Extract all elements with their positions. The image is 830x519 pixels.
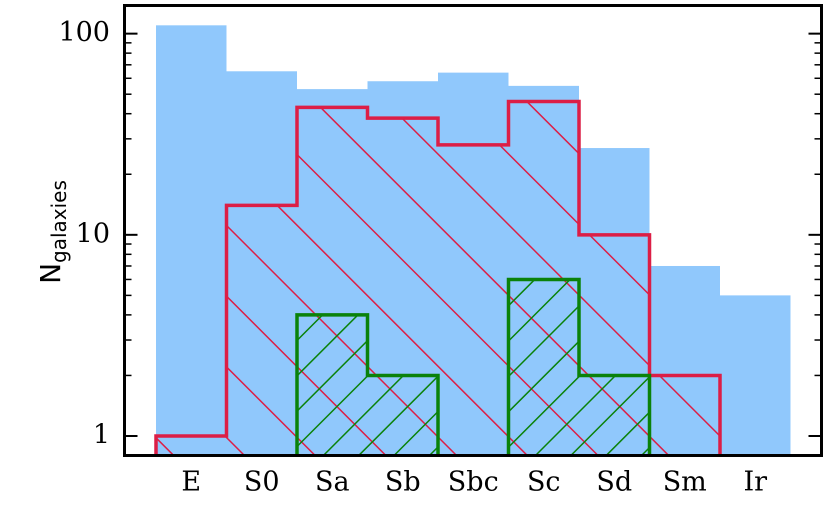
plot-area — [154, 25, 791, 456]
hatched-bar — [156, 436, 227, 456]
frame — [123, 4, 823, 457]
y-axis-label: Ngalaxies — [34, 180, 71, 284]
x-tick-label: E — [181, 467, 201, 498]
x-tick-label: Sa — [315, 467, 350, 498]
hatched-bar — [226, 205, 297, 456]
x-tick-label: Sbc — [448, 467, 499, 498]
y-tick-label: 100 — [58, 17, 110, 48]
y-tick-label: 1 — [93, 420, 110, 451]
x-tick-label: Ir — [743, 467, 767, 498]
hatched-bar — [367, 375, 438, 456]
step-outline — [154, 99, 722, 456]
x-tick-label: Sd — [596, 467, 632, 498]
hatched-bar — [508, 279, 579, 456]
y-tick-label: 10 — [76, 218, 110, 249]
bar — [720, 295, 791, 456]
hatched-bar — [649, 375, 720, 456]
x-tick-label: S0 — [244, 467, 280, 498]
hatched-bar — [297, 314, 368, 456]
x-tick-label: Sm — [663, 467, 707, 498]
x-tick-label: Sb — [385, 467, 421, 498]
hatched-bar — [579, 375, 650, 456]
bar — [156, 25, 227, 456]
hatched-bar — [438, 144, 509, 456]
x-tick-label: Sc — [527, 467, 561, 498]
step-outline — [295, 277, 652, 456]
